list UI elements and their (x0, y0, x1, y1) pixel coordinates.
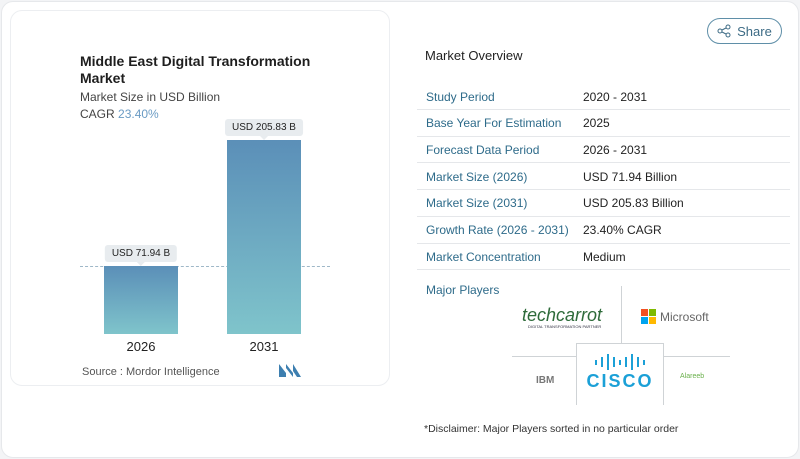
microsoft-logo: Microsoft (641, 309, 709, 324)
bar-2031 (227, 140, 301, 334)
row-value: Medium (583, 249, 626, 264)
chart-title: Middle East Digital Transformation Marke… (80, 53, 311, 86)
techcarrot-logo: techcarrot (522, 305, 602, 326)
row-label: Growth Rate (2026 - 2031) (426, 223, 569, 237)
x-tick-label: 2026 (126, 339, 156, 354)
cisco-logo: CISCO (576, 343, 664, 405)
alareeb-logo: Alareeb (680, 373, 705, 380)
data-label: USD 71.94 B (104, 245, 178, 267)
row-value: 2020 - 2031 (583, 89, 648, 104)
row-label: Market Concentration (426, 249, 541, 264)
row-value: USD 205.83 Billion (583, 196, 684, 211)
share-label: Share (737, 23, 772, 39)
row-value: 2025 (583, 116, 610, 131)
ibm-logo: IBM (536, 375, 555, 386)
overview-row: Base Year For Estimation 2025 (417, 111, 790, 137)
microsoft-icon (641, 309, 656, 324)
row-label: Base Year For Estimation (426, 116, 562, 131)
mordor-logo-icon (279, 364, 301, 377)
cagr-value: 23.40% (118, 107, 159, 121)
overview-row: Study Period 2020 - 2031 (417, 84, 790, 110)
divider (621, 286, 622, 346)
row-label: Study Period (426, 89, 495, 104)
overview-row: Growth Rate (2026 - 2031) 23.40% CAGR (417, 218, 790, 244)
bar-2026 (104, 266, 178, 334)
source: Source : Mordor Intelligence (82, 366, 220, 378)
row-value: USD 71.94 Billion (583, 169, 678, 184)
overview-row: Forecast Data Period 2026 - 2031 (417, 137, 790, 164)
row-value: 23.40% CAGR (583, 223, 662, 237)
divider (512, 356, 576, 357)
data-label: USD 205.83 B (225, 119, 303, 140)
chart-card (10, 10, 390, 386)
divider (664, 356, 730, 357)
overview-title: Market Overview (425, 48, 523, 63)
techcarrot-tagline: DIGITAL TRANSFORMATION PARTNER (528, 324, 602, 329)
cagr: CAGR 23.40% (80, 107, 159, 121)
row-label: Market Size (2031) (426, 196, 528, 211)
overview-row: Market Concentration Medium (417, 244, 790, 271)
share-button[interactable]: Share (707, 18, 782, 44)
x-tick-label: 2031 (249, 339, 279, 354)
cagr-label: CAGR (80, 107, 115, 121)
row-label: Market Size (2026) (426, 169, 528, 184)
microsoft-text: Microsoft (660, 309, 709, 324)
overview-row: Market Size (2026) USD 71.94 Billion (417, 164, 790, 191)
major-players-title: Major Players (426, 283, 500, 297)
share-icon (717, 24, 731, 38)
overview-row: Market Size (2031) USD 205.83 Billion (417, 191, 790, 217)
chart-subtitle: Market Size in USD Billion (80, 90, 221, 104)
cisco-text: CISCO (586, 371, 654, 391)
disclaimer-text: *Disclaimer: Major Players sorted in no … (424, 423, 679, 435)
reference-line (80, 266, 330, 267)
row-label: Forecast Data Period (426, 142, 540, 157)
techcarrot-text: techcarrot (522, 305, 603, 325)
row-value: 2026 - 2031 (583, 142, 648, 157)
